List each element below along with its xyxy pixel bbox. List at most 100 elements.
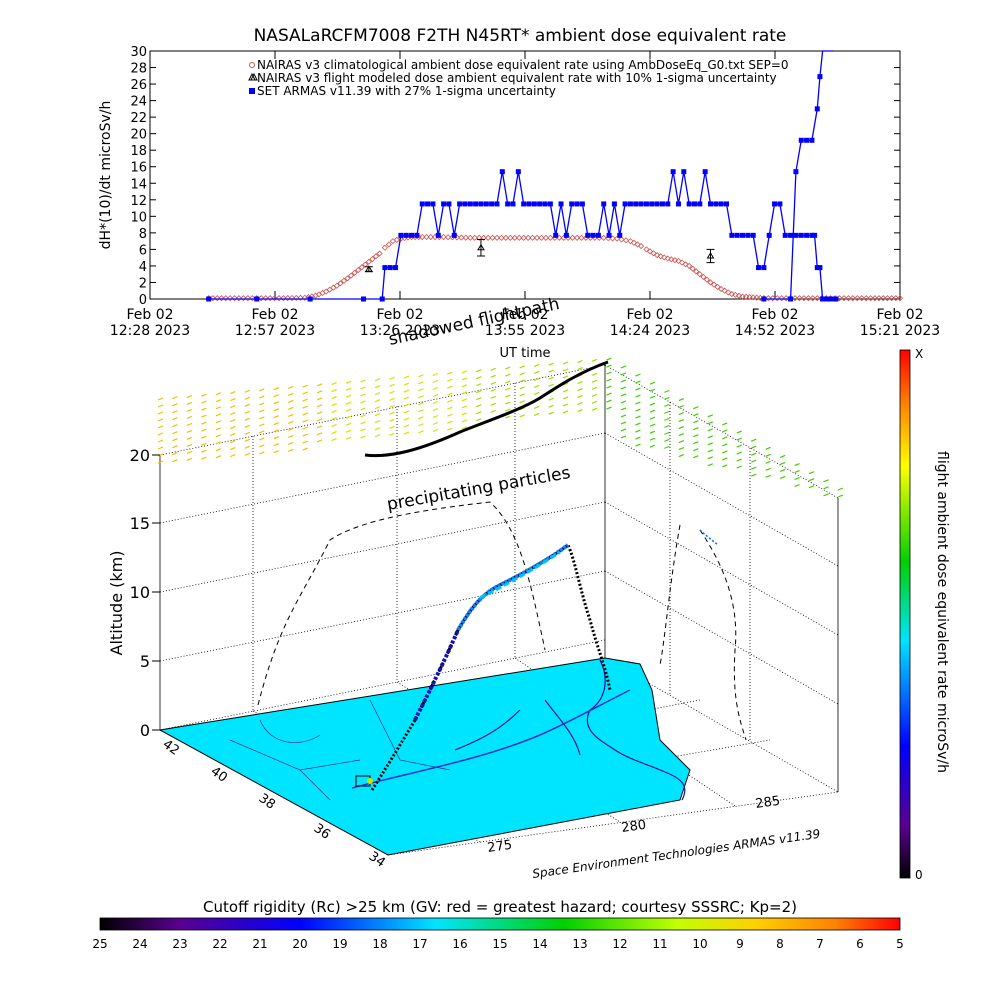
armas-point [585, 232, 591, 238]
y-tick-label: 14 [130, 177, 147, 192]
particle-dash [331, 388, 337, 393]
climatology-point [892, 295, 899, 302]
right-colorbar-label: flight ambient dose equivalent rate micr… [934, 451, 950, 773]
state-borders [229, 699, 451, 801]
particle-dash [693, 406, 699, 410]
particle-dash [620, 393, 627, 397]
armas-point [750, 232, 756, 238]
particle-dash [779, 475, 786, 480]
climatology-point [686, 262, 693, 269]
particle-dash [750, 466, 757, 470]
particle-dash [432, 400, 439, 405]
particle-dash [476, 418, 482, 422]
y-tick-label: 6 [139, 243, 147, 258]
particle-dash [302, 398, 308, 402]
particle-dash [519, 365, 525, 369]
particle-dash [432, 428, 439, 433]
climatology-point [867, 295, 874, 302]
particle-dash [273, 443, 279, 447]
particle-dash [186, 457, 193, 461]
altitude-tick-label: 20 [130, 446, 150, 465]
particle-dash [722, 436, 728, 440]
armas-point [531, 201, 537, 207]
particle-dash [447, 378, 453, 382]
x-tick-time: 14:52 2023 [735, 323, 815, 339]
particle-dash [186, 443, 193, 447]
armas-point [601, 201, 607, 207]
climatology-point [622, 237, 630, 244]
climatology-point [569, 234, 576, 241]
particle-dash [389, 425, 395, 429]
armas-point [606, 232, 612, 238]
cutoff-rigidity-map [158, 657, 691, 856]
armas-point [430, 201, 436, 207]
particle-dash [837, 494, 844, 498]
particle-dash [230, 390, 236, 395]
climatology-point [809, 295, 816, 302]
particle-dash [418, 409, 424, 413]
particle-dash [287, 406, 294, 410]
climatology-point [863, 295, 870, 302]
climatology-point [650, 250, 657, 257]
particle-dash [591, 358, 598, 362]
particle-dash [316, 390, 323, 394]
particle-dash [418, 388, 424, 392]
chart-title: NASALaRCFM7008 F2TH N45RT* ambient dose … [254, 26, 787, 46]
climatology-point [573, 234, 581, 241]
particle-dash [287, 420, 294, 424]
armas-point [643, 201, 649, 207]
particle-dash [476, 383, 482, 387]
particle-dash [649, 416, 656, 420]
armas-point [777, 201, 783, 207]
particle-dash [374, 378, 381, 382]
particle-dash [418, 395, 424, 399]
particle-dash [765, 467, 771, 471]
particle-dash [201, 421, 207, 425]
particle-dash [186, 422, 193, 426]
climatology-point [630, 239, 638, 246]
particle-dash [345, 422, 352, 426]
particle-dash [157, 404, 164, 408]
shadow-curves [257, 501, 747, 741]
particle-dash [360, 393, 366, 397]
particle-dash [461, 426, 468, 430]
particle-dash [259, 409, 265, 413]
particle-dash [577, 409, 583, 413]
particle-dash [215, 392, 222, 396]
particle-dash [403, 396, 410, 400]
particle-dash [316, 383, 323, 387]
particle-dash [201, 393, 207, 397]
particle-dash [374, 392, 381, 396]
climatology-point [344, 275, 351, 282]
series-climatology [205, 233, 904, 302]
climatology-point [258, 295, 265, 302]
particle-dash [591, 386, 598, 390]
particle-dash [664, 389, 670, 393]
particle-dash [215, 406, 222, 410]
particle-dash [707, 435, 714, 439]
armas-point [638, 201, 644, 207]
particle-dash [316, 404, 323, 408]
particle-dash [606, 385, 612, 389]
map-floor [158, 657, 691, 856]
particle-dash [707, 449, 714, 453]
climatology-point [542, 234, 549, 241]
particle-dash [707, 414, 714, 418]
longitude-ticks: 275 280 285 [486, 794, 781, 856]
particle-dash [432, 414, 439, 419]
particle-dash [360, 421, 366, 425]
particle-dash [707, 442, 714, 446]
particle-dash [201, 400, 207, 404]
particle-dash [620, 421, 627, 425]
armas-point [828, 296, 834, 302]
particle-dash [794, 484, 800, 488]
particle-dash [447, 406, 453, 410]
particle-dash [360, 407, 366, 411]
climatology-point [814, 295, 821, 302]
particle-dash [505, 401, 511, 405]
particle-dash [490, 409, 496, 413]
particle-dash [287, 441, 294, 445]
x-tick-time: 13:55 2023 [485, 323, 565, 339]
climatology-point [661, 254, 668, 261]
particle-dash [447, 413, 453, 417]
